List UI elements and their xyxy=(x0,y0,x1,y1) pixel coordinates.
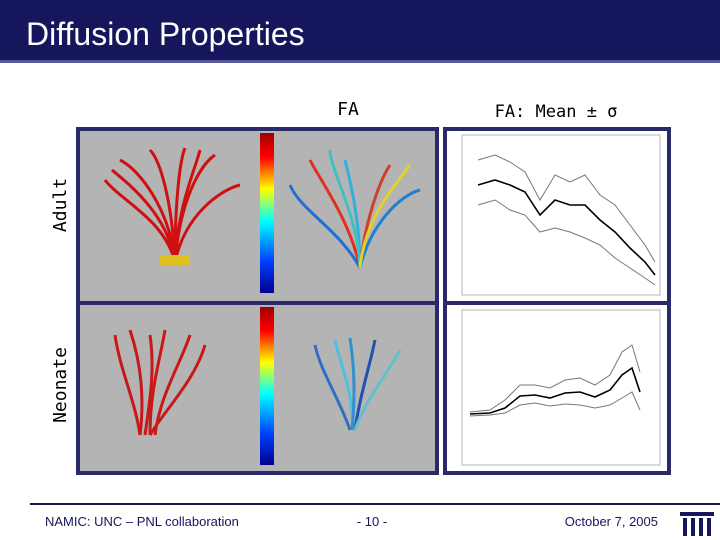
chart-bg xyxy=(447,131,667,301)
curve xyxy=(469,344,641,413)
colorbar xyxy=(260,307,274,465)
curve xyxy=(477,179,656,276)
fiber-render xyxy=(288,149,421,269)
slide-title: Diffusion Properties xyxy=(26,16,305,52)
column-label: FA: Mean ± σ xyxy=(495,102,618,122)
plot-frame xyxy=(461,134,661,296)
fiber-render xyxy=(313,337,402,431)
curve xyxy=(469,366,641,415)
plot-frame xyxy=(461,309,661,466)
chart-bg xyxy=(447,305,667,471)
footer-right: October 7, 2005 xyxy=(565,514,658,529)
column-label: FA xyxy=(337,99,359,120)
curve xyxy=(477,154,656,263)
title-bar xyxy=(0,0,720,60)
fa-images xyxy=(76,127,439,475)
fa-charts xyxy=(443,127,671,475)
title-rule xyxy=(0,60,720,63)
fiber-render xyxy=(103,147,241,263)
logo xyxy=(680,512,714,536)
row-label: Neonate xyxy=(50,347,71,423)
curve xyxy=(469,391,641,417)
colorbar xyxy=(260,133,274,293)
fiber-render xyxy=(113,329,207,436)
image-bg xyxy=(80,131,435,301)
fiber-render xyxy=(160,255,190,265)
image-bg xyxy=(80,305,435,471)
curve xyxy=(477,199,656,286)
row-label: Adult xyxy=(50,178,71,232)
footer-center: - 10 - xyxy=(357,514,387,529)
footer-left: NAMIC: UNC – PNL collaboration xyxy=(45,514,239,529)
